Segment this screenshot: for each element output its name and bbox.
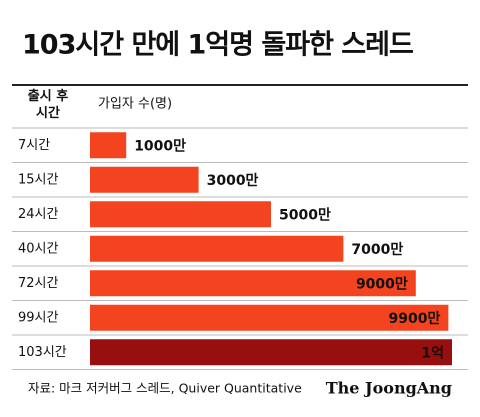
bar [90,235,344,262]
bar [90,304,449,331]
category-label: 24시간 [18,207,59,222]
category-label: 40시간 [18,241,59,256]
value-label: 3000만 [207,173,259,189]
category-label: 15시간 [18,172,59,187]
category-label: 99시간 [18,310,59,325]
source-note: 자료: 마크 저커버그 스레드, Quiver Quantitative [28,381,302,396]
value-header: 가입자 수(명) [98,97,172,112]
bar [90,166,199,193]
value-label: 7000만 [351,242,403,258]
value-label: 9900만 [389,311,441,327]
bar [90,339,452,366]
category-label: 7시간 [18,138,50,153]
chart-title: 103시간 만에 1억명 돌파한 스레드 [22,30,413,61]
bar [90,270,416,297]
value-label: 5000만 [279,207,331,223]
bar [90,132,127,159]
category-label: 72시간 [18,276,59,291]
category-label: 103시간 [18,345,67,360]
value-label: 1억 [421,345,444,361]
value-label: 1000만 [134,138,186,154]
publisher-logo: The JoongAng [326,379,452,398]
value-label: 9000만 [356,276,408,292]
bar [90,201,271,228]
category-header: 출시 후 시간 [28,88,68,121]
